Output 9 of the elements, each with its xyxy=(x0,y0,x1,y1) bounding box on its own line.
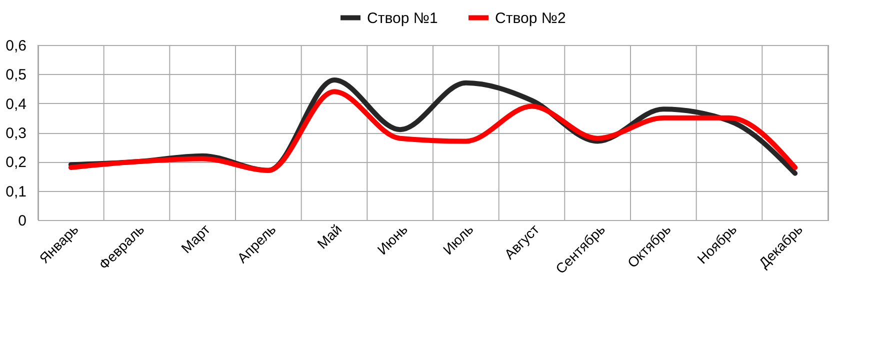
y-tick-label: 0,5 xyxy=(6,66,26,84)
y-tick-label: 0,6 xyxy=(6,38,26,54)
y-tick-label: 0,1 xyxy=(6,183,26,200)
y-tick-label: 0,2 xyxy=(6,154,26,172)
legend-label: Створ №1 xyxy=(367,10,438,27)
y-tick-label: 0,4 xyxy=(6,96,26,113)
y-tick-label: 0 xyxy=(18,212,26,230)
legend-label: Створ №2 xyxy=(495,10,566,27)
y-tick-label: 0,3 xyxy=(6,125,26,142)
